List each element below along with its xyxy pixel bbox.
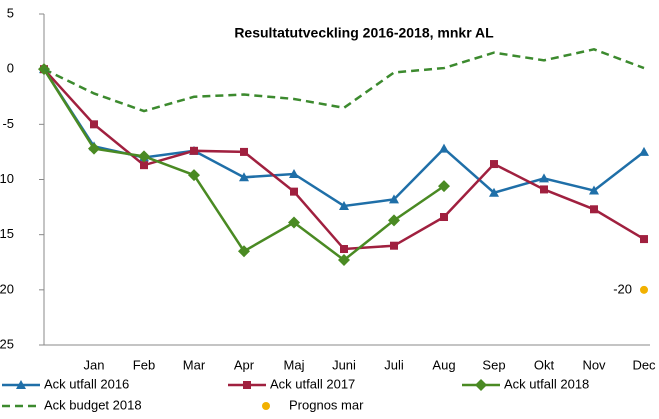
marker [88,142,100,155]
marker [289,168,299,178]
x-tick-label: Juli [384,357,404,372]
series-line [43,48,645,113]
marker [475,379,487,391]
data-label: -20 [613,281,632,296]
marker [240,147,248,156]
marker [390,241,398,250]
legend-label: Ack utfall 2016 [44,376,129,391]
x-tick-label: Jan [84,357,105,372]
marker [188,169,200,182]
marker [90,120,98,129]
marker [490,160,498,169]
marker [262,402,270,410]
marker [388,214,400,227]
marker [489,187,499,197]
x-tick-label: Sep [482,357,505,372]
marker [140,161,148,170]
marker [539,173,549,183]
y-tick-label: 5 [7,5,14,20]
y-tick-label: -20 [0,281,14,296]
legend-label: Ack utfall 2018 [504,376,589,391]
x-tick-label: Dec [632,357,656,372]
marker [389,194,399,204]
marker [243,381,251,389]
marker [16,380,26,389]
y-tick-label: 0 [7,61,14,76]
x-tick-label: Okt [534,357,555,372]
x-tick-label: Mar [183,357,206,372]
y-tick-label: -5 [2,116,14,131]
marker [640,235,648,244]
marker [339,200,349,210]
legend-label: Ack budget 2018 [44,397,142,412]
y-tick-label: -15 [0,226,14,241]
marker [340,245,348,254]
marker [438,180,450,193]
y-tick-label: -25 [0,336,14,351]
x-tick-label: Juni [332,357,356,372]
marker [338,254,350,267]
series-line [43,68,645,251]
marker [239,172,249,182]
marker [290,187,298,196]
y-tick-label: -10 [0,171,14,186]
x-tick-label: Nov [582,357,606,372]
x-tick-label: Feb [133,357,155,372]
series-line [42,68,645,208]
marker [138,150,150,163]
x-tick-label: Maj [284,357,305,372]
marker [640,285,648,294]
marker [439,143,449,153]
marker [540,185,548,194]
marker [440,213,448,222]
x-tick-label: Apr [234,357,255,372]
legend-label: Ack utfall 2017 [270,376,355,391]
marker [589,185,599,195]
marker [190,146,198,155]
x-tick-label: Aug [432,357,455,372]
legend-label: Prognos mar [289,397,364,412]
chart-title: Resultatutveckling 2016-2018, mnkr AL [234,25,494,41]
marker [288,216,300,229]
marker [639,146,649,156]
marker [590,205,598,214]
marker [238,245,250,258]
